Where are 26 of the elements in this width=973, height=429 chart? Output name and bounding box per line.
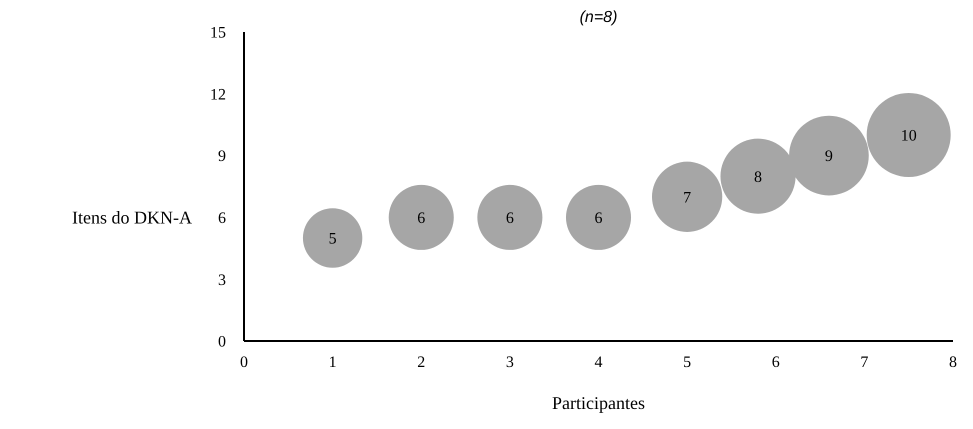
x-tick-label: 8	[949, 354, 957, 371]
data-label: 7	[683, 189, 692, 206]
x-tick-label: 2	[417, 354, 426, 371]
y-tick-label: 6	[218, 210, 226, 227]
y-tick-label: 3	[218, 272, 226, 289]
data-label: 9	[824, 148, 833, 166]
x-tick-label: 6	[772, 354, 780, 371]
x-tick-label: 1	[328, 354, 337, 371]
data-label: 5	[328, 230, 337, 248]
x-tick-label: 5	[683, 354, 692, 371]
y-tick-label: 0	[218, 334, 226, 351]
data-label: 10	[900, 128, 917, 145]
x-tick-label: 7	[860, 354, 868, 371]
x-tick-label: 3	[506, 354, 514, 371]
x-axis-title: Participantes	[552, 393, 645, 413]
y-tick-label: 12	[210, 86, 226, 104]
chart-title: (n=8)	[580, 9, 618, 26]
data-label: 6	[594, 210, 602, 227]
y-tick-label: 15	[210, 24, 226, 42]
x-tick-label: 0	[240, 354, 248, 371]
y-axis-title: Itens do DKN-A	[72, 208, 192, 228]
data-label: 6	[417, 210, 426, 227]
data-label: 8	[754, 168, 762, 186]
y-tick-label: 9	[218, 148, 226, 166]
x-tick-label: 4	[594, 354, 602, 371]
data-label: 6	[506, 210, 514, 227]
